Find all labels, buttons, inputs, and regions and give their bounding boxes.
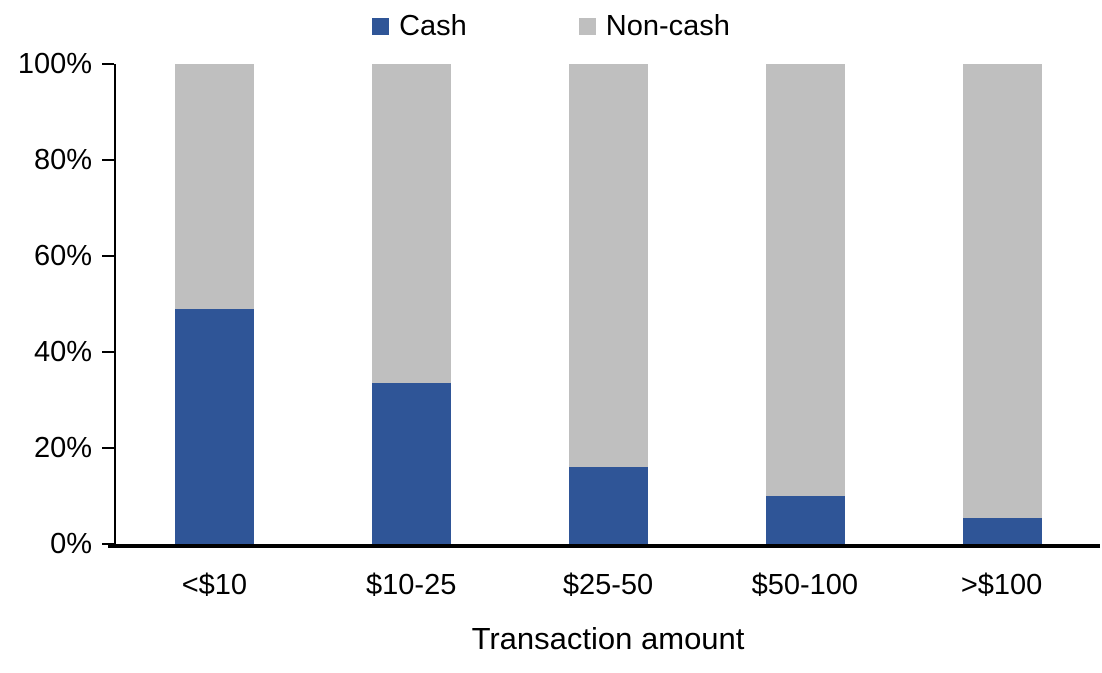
y-tick-label: 100% xyxy=(17,48,92,80)
bar-slot-100 xyxy=(903,64,1100,544)
bar-segment-non-cash xyxy=(568,64,648,468)
bar-25-50 xyxy=(568,64,648,544)
bar-segment-non-cash xyxy=(765,64,845,496)
x-tick-label-10: <$10 xyxy=(181,569,248,601)
x-tick-label-100: >$100 xyxy=(960,569,1043,601)
x-axis-line xyxy=(108,544,1100,548)
y-tick-label: 40% xyxy=(33,336,92,368)
bar-segment-cash xyxy=(568,467,648,544)
x-tick-label-25-50: $25-50 xyxy=(562,569,654,601)
y-tick-label: 20% xyxy=(33,432,92,464)
bar-50-100 xyxy=(765,64,845,544)
bar-segment-cash xyxy=(372,383,452,544)
bar-segment-non-cash xyxy=(372,64,452,384)
bar-segment-non-cash xyxy=(175,64,255,309)
bar-slot-25-50 xyxy=(510,64,707,544)
bar-slot-10-25 xyxy=(313,64,510,544)
bar-10 xyxy=(175,64,255,544)
legend-item-non-cash: Non-cash xyxy=(578,8,730,44)
y-tick-label: 0% xyxy=(50,528,92,560)
plot-area: 0% 20% 40% 60% 80% 100% xyxy=(18,49,1100,559)
bars xyxy=(116,64,1100,544)
legend-swatch-cash-icon xyxy=(372,17,390,35)
x-tick-label-50-100: $50-100 xyxy=(751,569,858,601)
legend-item-cash: Cash xyxy=(372,8,467,44)
bar-segment-cash xyxy=(765,496,845,544)
x-tick-label-10-25: $10-25 xyxy=(366,569,457,601)
legend-label: Non-cash xyxy=(605,10,730,42)
bar-10-25 xyxy=(372,64,452,544)
y-tick-mark xyxy=(102,351,114,353)
legend-label: Cash xyxy=(399,10,467,42)
y-tick-label: 60% xyxy=(33,240,92,272)
bar-slot-10 xyxy=(116,64,313,544)
bar-segment-non-cash xyxy=(962,64,1042,518)
bar-segment-cash xyxy=(962,517,1042,544)
y-tick-mark xyxy=(102,447,114,449)
y-axis-line xyxy=(114,64,116,548)
bar-segment-cash xyxy=(175,308,255,544)
x-axis-title: Transaction amount xyxy=(471,621,745,656)
x-axis-labels: <$10 $10-25 $25-50 $50-100 >$100 xyxy=(116,568,1100,602)
legend: Cash Non-cash xyxy=(0,8,1102,44)
legend-swatch-non-cash-icon xyxy=(578,17,596,35)
y-tick-mark xyxy=(102,159,114,161)
bar-100 xyxy=(962,64,1042,544)
y-tick-mark xyxy=(102,255,114,257)
y-tick-mark xyxy=(102,63,114,65)
y-tick-label: 80% xyxy=(33,144,92,176)
bar-slot-50-100 xyxy=(706,64,903,544)
